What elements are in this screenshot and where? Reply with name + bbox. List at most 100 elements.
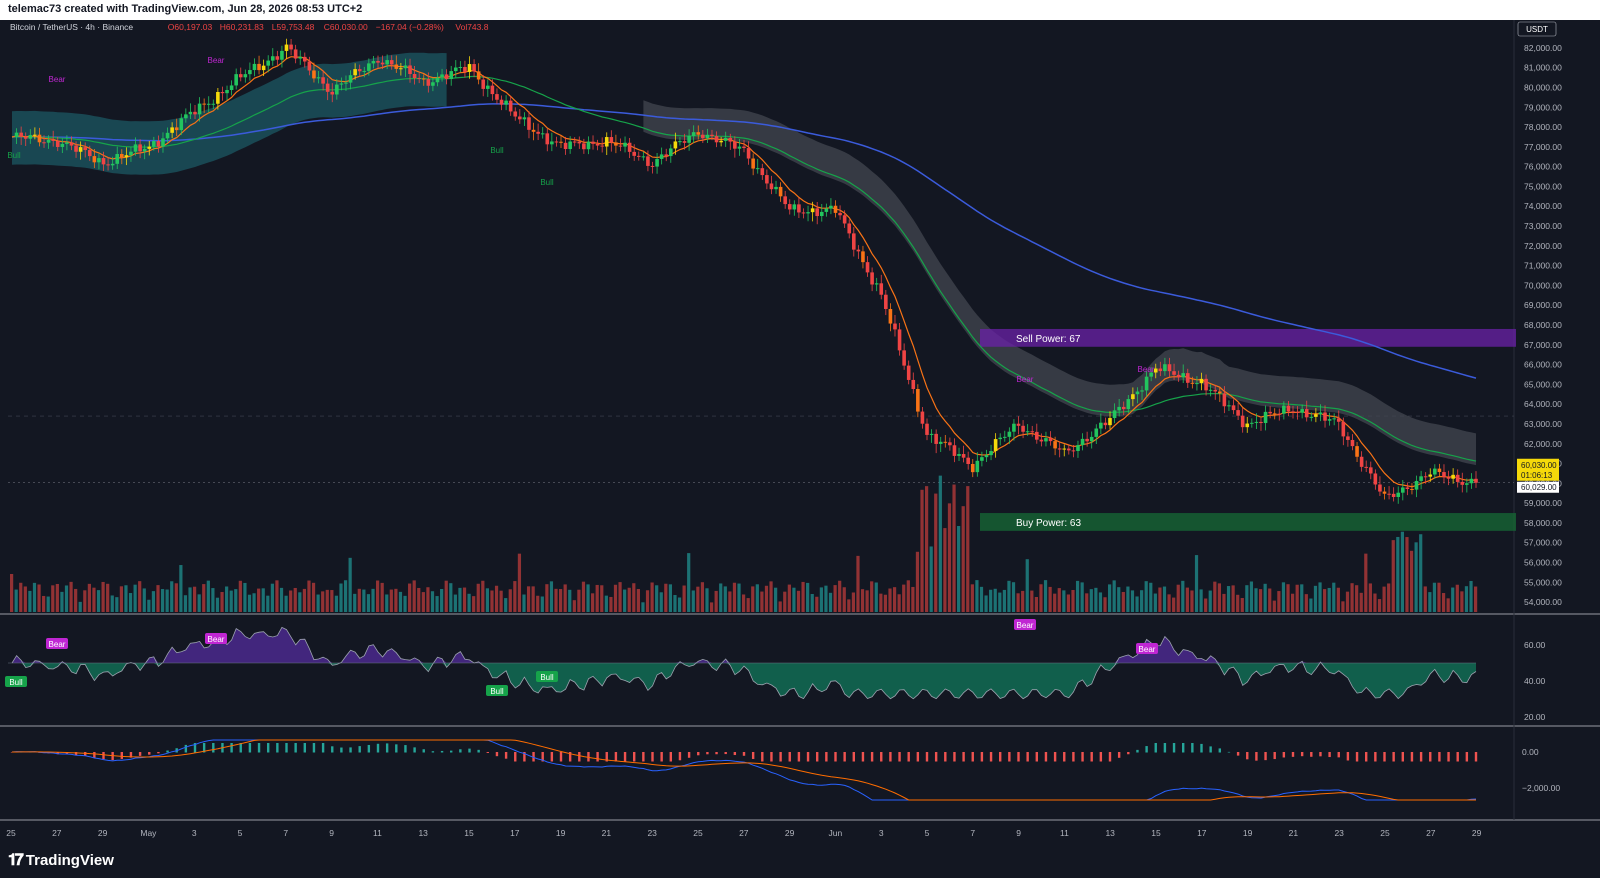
volume-bar [604, 595, 608, 612]
macd-histogram-bar [834, 752, 837, 762]
volume-bar [275, 580, 279, 612]
candle-body [197, 103, 202, 115]
volume-bar [650, 582, 654, 612]
oscillator-line [11, 626, 1477, 700]
volume-bar [229, 590, 233, 612]
candle-body [1213, 389, 1218, 392]
candle-body [179, 118, 184, 131]
macd-histogram-bar [770, 752, 773, 762]
candle-body [774, 186, 778, 190]
candle-body [760, 168, 765, 176]
candle-body [884, 294, 888, 309]
candle-body [1391, 493, 1396, 497]
volume-bar [828, 592, 833, 612]
candle-body [1304, 409, 1309, 418]
volume-bar [664, 583, 668, 612]
macd-histogram-bar [816, 752, 819, 762]
volume-bar [1451, 587, 1455, 612]
volume-bar [700, 582, 705, 612]
candle-body [65, 142, 69, 144]
candle-body [559, 141, 563, 143]
volume-bar [110, 595, 114, 612]
volume-bar [1098, 592, 1103, 612]
volume-bar [458, 587, 462, 612]
volume-bar [28, 590, 32, 612]
candle-body [1204, 378, 1208, 391]
volume-bar [1446, 598, 1450, 612]
candle-body [1021, 425, 1025, 432]
candle-body [1455, 474, 1460, 482]
volume-bar [37, 584, 41, 612]
candle-body [1044, 438, 1048, 442]
oscillator-axis-label: 20.00 [1524, 712, 1546, 722]
candle-body [1291, 411, 1295, 413]
candle-body [1318, 412, 1323, 415]
volume-bar [947, 503, 952, 612]
candle-body [1080, 438, 1085, 446]
candle-body [998, 437, 1002, 440]
tradingview-logo[interactable]: 𝟏𝟕 TradingView [8, 852, 114, 870]
volume-bar [234, 589, 238, 612]
volume-bar [531, 586, 535, 612]
candle-body [101, 158, 106, 165]
candle-body [115, 154, 120, 164]
candle-body [1112, 410, 1117, 419]
candle-body [362, 70, 367, 72]
candle-body [202, 103, 206, 105]
macd-histogram-bar [889, 752, 892, 762]
volume-bar [481, 580, 485, 612]
candle-body [1190, 382, 1195, 384]
candle-body [659, 154, 664, 159]
volume-bar [865, 590, 869, 612]
candle-body [655, 158, 659, 167]
candle-body [161, 138, 165, 147]
volume-bar [257, 588, 261, 612]
candle-body [1259, 421, 1263, 424]
volume-bar [1185, 587, 1189, 612]
macd-histogram-bar [321, 743, 325, 753]
candle-body [152, 140, 156, 147]
candle-body [632, 151, 636, 156]
candle-body [504, 100, 508, 105]
macd-histogram-bar [65, 752, 69, 755]
volume-bar [1236, 594, 1240, 612]
candle-body [1268, 411, 1272, 414]
volume-bar [220, 592, 224, 612]
candle-body [1135, 391, 1140, 395]
volume-bar [833, 585, 837, 612]
volume-bar [1327, 587, 1331, 612]
candle-body [531, 129, 536, 132]
volume-bar [1364, 553, 1368, 612]
volume-bar [856, 555, 860, 612]
macd-histogram-bar [257, 743, 261, 753]
candle-body [733, 141, 737, 149]
volume-bar [472, 596, 476, 612]
candle-body [1341, 421, 1346, 437]
candle-body [399, 68, 403, 70]
candle-body [403, 65, 408, 69]
candle-body [87, 150, 92, 157]
volume-bar [142, 588, 146, 612]
candle-body [604, 137, 609, 147]
volume-bar [353, 593, 357, 612]
volume-bar [316, 594, 320, 612]
ohlc-volume: Vol743.8 [455, 22, 488, 32]
volume-bar [860, 589, 865, 612]
volume-bar [719, 583, 723, 612]
candle-body [499, 99, 504, 105]
volume-bar [499, 590, 503, 612]
volume-bar [705, 588, 709, 612]
volume-bar [1048, 586, 1052, 612]
macd-histogram-bar [541, 752, 544, 762]
volume-bar [1172, 597, 1176, 612]
volume-bar [1272, 600, 1276, 612]
volume-bar [613, 584, 618, 612]
macd-histogram-bar [916, 752, 920, 762]
volume-bar [1286, 584, 1290, 612]
volume-bar [215, 597, 220, 612]
volume-bar [1158, 587, 1162, 612]
candle-body [298, 56, 303, 59]
candle-body [55, 140, 60, 147]
candle-body [1172, 371, 1176, 375]
